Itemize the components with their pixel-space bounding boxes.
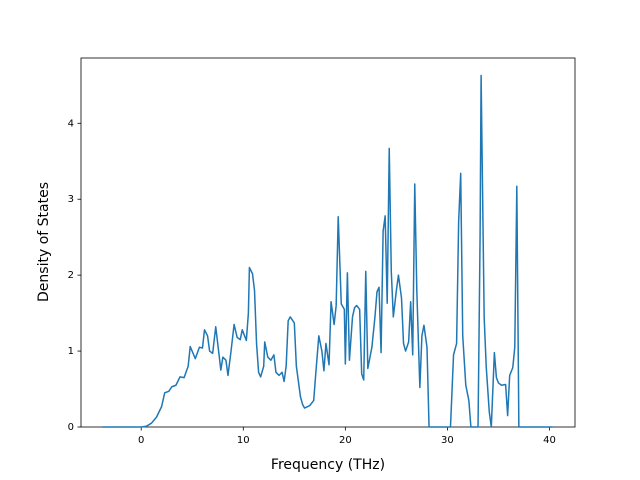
x-tick-label: 20 [339, 435, 352, 446]
y-tick-label: 4 [68, 118, 74, 129]
y-tick-label: 2 [68, 270, 74, 281]
y-tick-label: 0 [68, 422, 74, 433]
x-tick-label: 30 [441, 435, 454, 446]
x-tick-label: 10 [237, 435, 250, 446]
plot-frame [80, 57, 576, 428]
y-tick-label: 3 [68, 194, 74, 205]
x-tick-label: 40 [543, 435, 556, 446]
data-line [102, 74, 553, 428]
y-tick-label: 1 [68, 346, 74, 357]
x-axis-label: Frequency (THz) [271, 457, 385, 473]
y-axis-label: Density of States [36, 182, 52, 302]
x-tick-label: 0 [138, 435, 144, 446]
